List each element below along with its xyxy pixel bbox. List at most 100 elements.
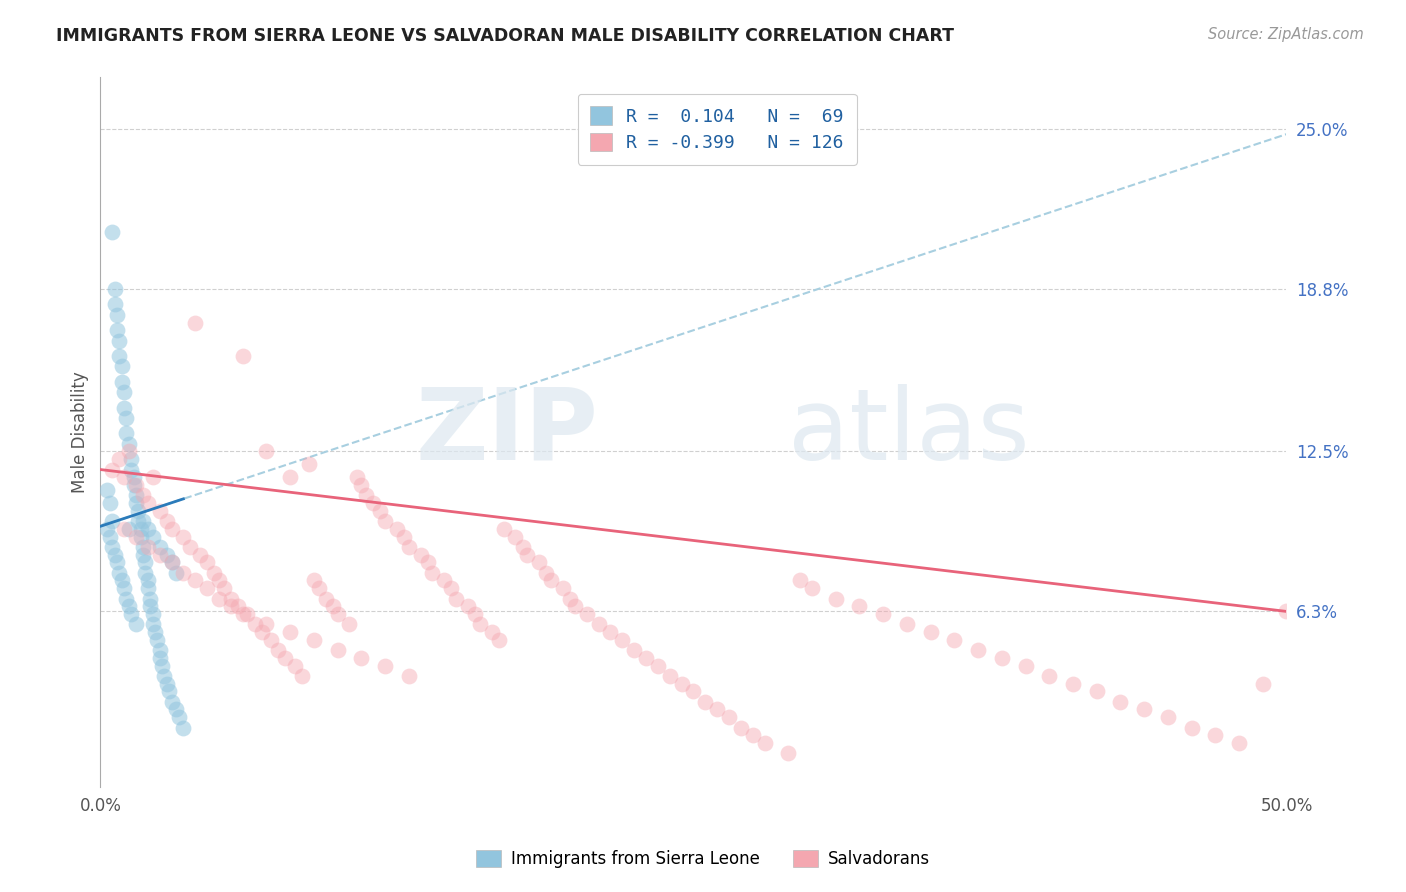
Point (339, 617, 361, 632)
Point (115, 591, 138, 606)
Point (143, 625, 166, 640)
Point (433, 574, 456, 588)
Point (274, 651, 297, 665)
Point (599, 625, 621, 640)
Point (368, 504, 391, 518)
Point (179, 540, 201, 554)
Point (136, 574, 159, 588)
Point (551, 581, 574, 595)
Point (136, 496, 159, 510)
Point (122, 470, 145, 484)
Point (132, 548, 155, 562)
Point (101, 540, 124, 554)
Point (139, 599, 162, 614)
Point (298, 458, 321, 472)
Point (1251, 676, 1274, 690)
Point (232, 349, 254, 363)
Point (141, 607, 163, 621)
Point (146, 632, 169, 647)
Point (575, 607, 598, 621)
Point (219, 591, 242, 606)
Point (101, 462, 124, 476)
Point (1062, 676, 1084, 690)
Point (308, 581, 330, 595)
Text: Source: ZipAtlas.com: Source: ZipAtlas.com (1208, 27, 1364, 42)
Point (254, 617, 277, 632)
Point (160, 556, 183, 570)
Point (695, 695, 717, 709)
Point (801, 581, 824, 595)
Point (129, 522, 152, 536)
Point (350, 651, 373, 665)
Point (778, 747, 800, 761)
Point (134, 566, 156, 580)
Point (111, 574, 134, 588)
Point (195, 581, 218, 595)
Point (167, 710, 190, 724)
Text: atlas: atlas (789, 384, 1031, 481)
Point (1275, 604, 1298, 618)
Text: ZIP: ZIP (416, 384, 599, 481)
Point (920, 625, 942, 640)
Legend: Immigrants from Sierra Leone, Salvadorans: Immigrants from Sierra Leone, Salvadoran… (470, 843, 936, 875)
Point (943, 632, 966, 647)
Legend: R =  0.104   N =  69, R = -0.399   N = 126: R = 0.104 N = 69, R = -0.399 N = 126 (578, 94, 856, 165)
Point (254, 444, 277, 458)
Point (125, 496, 148, 510)
Point (120, 452, 142, 467)
Point (558, 591, 581, 606)
Point (172, 530, 194, 544)
Point (149, 504, 172, 518)
Point (115, 411, 138, 425)
Point (416, 556, 439, 570)
Point (612, 632, 634, 647)
Point (682, 684, 704, 698)
Point (103, 282, 125, 296)
Point (132, 514, 155, 528)
Point (136, 581, 159, 595)
Point (260, 632, 283, 647)
Point (488, 632, 510, 647)
Point (278, 470, 301, 484)
Point (118, 436, 141, 450)
Point (136, 522, 159, 536)
Point (302, 574, 325, 588)
Point (232, 607, 254, 621)
Point (647, 658, 669, 673)
Point (141, 617, 163, 632)
Point (172, 721, 194, 735)
Point (291, 669, 314, 683)
Point (149, 651, 172, 665)
Point (219, 599, 242, 614)
Point (139, 591, 162, 606)
Point (236, 607, 259, 621)
Point (195, 556, 218, 570)
Point (481, 625, 503, 640)
Point (1038, 669, 1060, 683)
Point (896, 617, 918, 632)
Point (492, 522, 515, 536)
Point (125, 478, 148, 492)
Point (1014, 658, 1036, 673)
Point (105, 308, 128, 322)
Point (156, 514, 179, 528)
Point (540, 574, 562, 588)
Point (361, 496, 384, 510)
Point (202, 566, 225, 580)
Point (326, 643, 349, 657)
Point (457, 599, 479, 614)
Point (108, 334, 131, 348)
Point (157, 684, 180, 698)
Point (103, 548, 125, 562)
Point (136, 540, 159, 554)
Point (111, 375, 134, 389)
Point (824, 591, 846, 606)
Point (730, 721, 752, 735)
Point (1204, 728, 1226, 742)
Point (267, 643, 290, 657)
Text: IMMIGRANTS FROM SIERRA LEONE VS SALVADORAN MALE DISABILITY CORRELATION CHART: IMMIGRANTS FROM SIERRA LEONE VS SALVADOR… (56, 27, 955, 45)
Point (150, 658, 173, 673)
Point (346, 470, 368, 484)
Point (125, 530, 148, 544)
Point (105, 323, 128, 337)
